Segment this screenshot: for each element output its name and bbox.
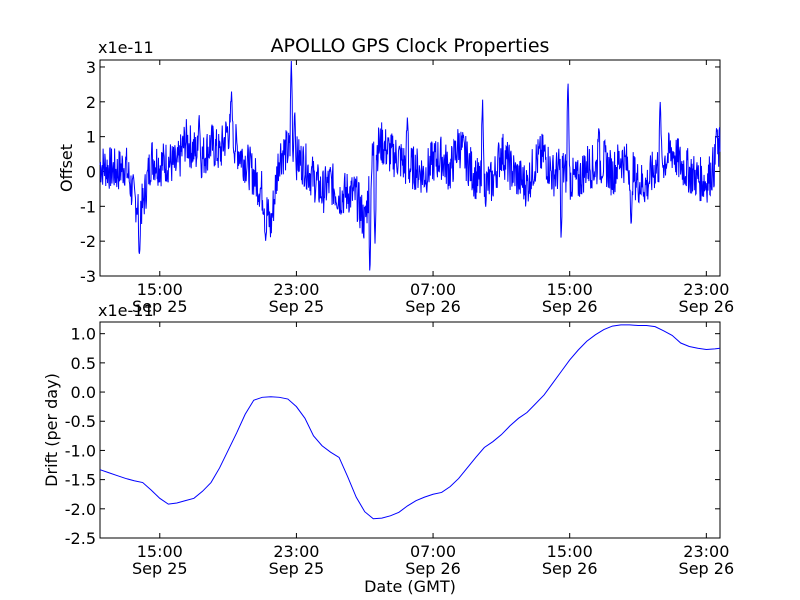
x-tick-time: 07:00 <box>410 542 456 561</box>
x-tick-time: 23:00 <box>683 542 729 561</box>
y-tick-label: 1 <box>86 128 96 147</box>
y-tick-label: 3 <box>86 58 96 77</box>
y-tick-label: 1.0 <box>71 325 96 344</box>
x-tick-date: Sep 25 <box>269 559 325 578</box>
x-tick-date: Sep 26 <box>542 297 598 316</box>
y-tick-label: 2 <box>86 93 96 112</box>
offset-y-axis-label: Offset <box>57 144 76 192</box>
x-tick-date: Sep 26 <box>542 559 598 578</box>
drift-plot-area <box>99 321 721 539</box>
offset-y-axis: -3 -2 -1 0 1 2 3 <box>80 58 720 286</box>
offset-series-line <box>99 61 721 271</box>
drift-series-line <box>99 324 721 520</box>
x-tick-date: Sep 25 <box>132 297 188 316</box>
x-tick-time: 15:00 <box>547 280 593 299</box>
x-tick-date: Sep 25 <box>132 559 188 578</box>
y-tick-label: -1.0 <box>65 441 96 460</box>
x-tick-time: 15:00 <box>137 542 183 561</box>
x-tick-time: 23:00 <box>683 280 729 299</box>
y-tick-label: -2.0 <box>65 500 96 519</box>
x-tick-date: Sep 26 <box>405 559 461 578</box>
y-tick-label: 0 <box>86 162 96 181</box>
y-tick-label: -0.5 <box>65 412 96 431</box>
y-tick-label: 0.5 <box>71 354 96 373</box>
x-axis-label: Date (GMT) <box>364 577 456 596</box>
y-tick-label: -2 <box>80 232 96 251</box>
x-tick-date: Sep 26 <box>679 559 735 578</box>
drift-y-axis: -2.5 -2.0 -1.5 -1.0 -0.5 0.0 0.5 1.0 <box>65 325 720 548</box>
x-tick-time: 15:00 <box>547 542 593 561</box>
y-tick-label: -2.5 <box>65 529 96 548</box>
chart-title: APOLLO GPS Clock Properties <box>271 35 550 57</box>
drift-y-axis-label: Drift (per day) <box>42 373 61 487</box>
x-tick-time: 23:00 <box>273 280 319 299</box>
x-tick-date: Sep 25 <box>269 297 325 316</box>
x-tick-time: 07:00 <box>410 280 456 299</box>
x-tick-time: 23:00 <box>273 542 319 561</box>
y-tick-label: -1.5 <box>65 471 96 490</box>
x-tick-date: Sep 26 <box>405 297 461 316</box>
x-tick-date: Sep 26 <box>679 297 735 316</box>
y-tick-label: -1 <box>80 197 96 216</box>
x-tick-time: 15:00 <box>137 280 183 299</box>
drift-y-scale-label: x1e-11 <box>98 301 154 320</box>
y-tick-label: -3 <box>80 267 96 286</box>
y-tick-label: 0.0 <box>71 383 96 402</box>
offset-panel: APOLLO GPS Clock Properties -3 -2 -1 0 1 2 3 1… <box>57 35 734 316</box>
offset-y-scale-label: x1e-11 <box>98 38 154 57</box>
